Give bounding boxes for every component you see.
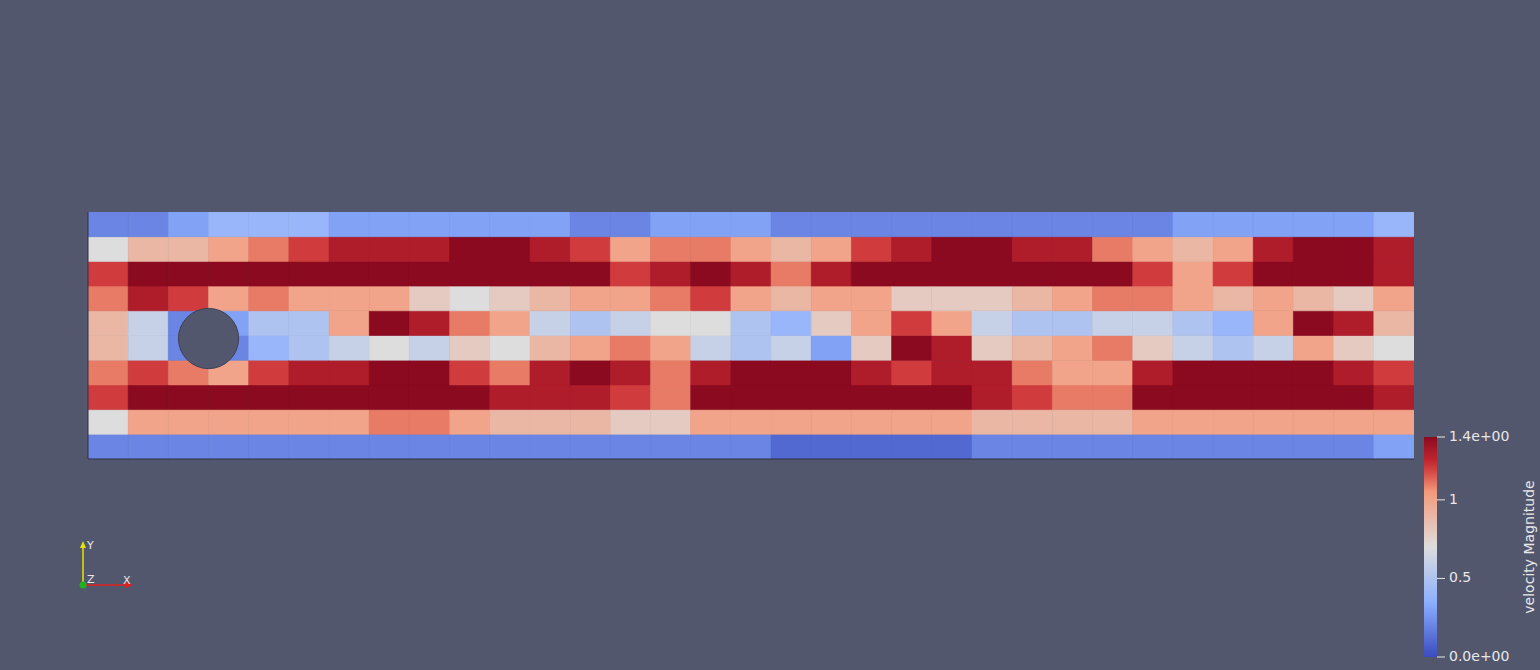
svg-text:Z: Z	[87, 573, 95, 586]
svg-text:X: X	[123, 574, 131, 587]
svg-text:0.5: 0.5	[1449, 569, 1471, 585]
svg-text:Y: Y	[86, 539, 94, 552]
svg-text:velocity Magnitude: velocity Magnitude	[1521, 480, 1537, 613]
svg-text:1.4e+00: 1.4e+00	[1449, 428, 1509, 444]
svg-text:0.0e+00: 0.0e+00	[1449, 648, 1509, 664]
svg-text:1: 1	[1449, 491, 1458, 507]
